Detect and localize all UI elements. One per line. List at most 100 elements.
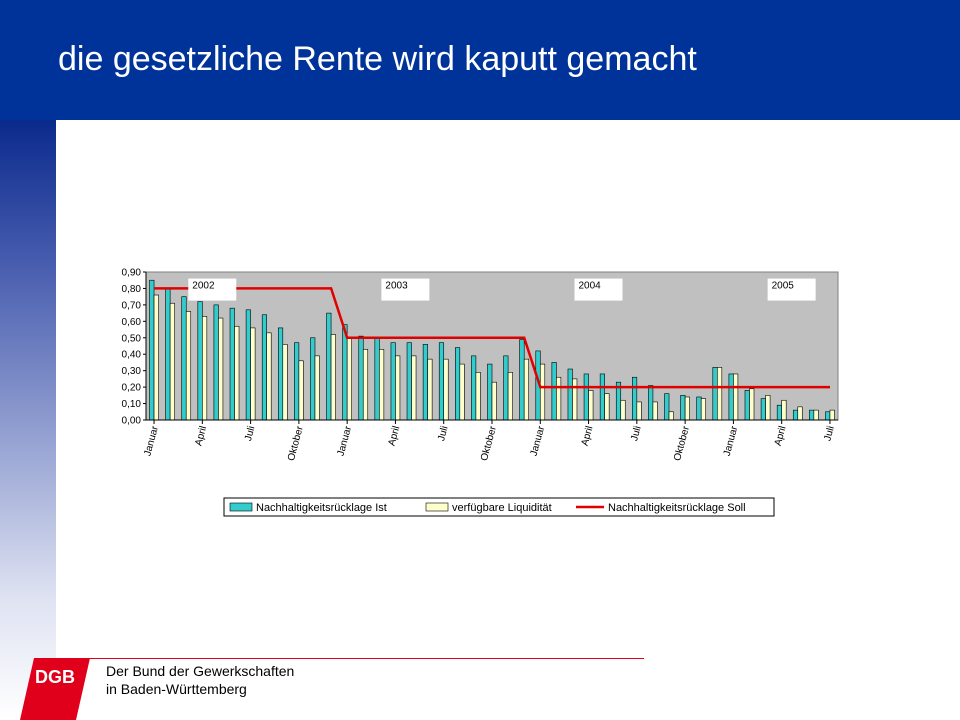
- bar-ist: [277, 327, 284, 421]
- legend-label-liquiditaet: verfügbare Liquidität: [452, 502, 552, 514]
- year-label-box: [188, 278, 237, 301]
- bar-liquiditaet: [765, 395, 771, 421]
- bar-liquiditaet: [797, 406, 803, 421]
- legend-swatch-ist: [229, 502, 253, 512]
- bar-liquiditaet: [459, 363, 465, 421]
- bar-ist: [165, 288, 171, 421]
- organization-name: Der Bund der Gewerkschaften in Baden-Wür…: [106, 662, 294, 698]
- year-label: 2004: [579, 281, 602, 292]
- bar-ist: [358, 335, 364, 421]
- legend-label-ist: Nachhaltigkeitsrücklage Ist: [256, 502, 387, 514]
- dgb-logo: DGB: [20, 658, 90, 720]
- bar-ist: [825, 411, 831, 421]
- bar-ist: [149, 279, 155, 421]
- sidebar-gradient: [0, 120, 56, 720]
- bar-ist: [487, 363, 493, 421]
- bar-liquiditaet: [443, 358, 449, 421]
- bar-liquiditaet: [314, 355, 320, 421]
- bar-liquiditaet: [346, 337, 352, 421]
- bar-ist: [503, 355, 509, 421]
- bar-ist: [197, 301, 203, 421]
- bar-ist: [551, 362, 557, 421]
- line-soll: [154, 287, 830, 389]
- bar-liquiditaet: [813, 409, 819, 421]
- y-tick-label: 0,20: [122, 383, 142, 394]
- y-tick-label: 0,90: [122, 268, 142, 279]
- x-tick-label: April: [773, 425, 789, 447]
- year-label-box: [381, 278, 430, 301]
- bar-ist: [760, 398, 766, 421]
- bar-liquiditaet: [829, 409, 835, 421]
- x-tick-label: Oktober: [672, 424, 692, 462]
- bar-ist: [374, 337, 380, 421]
- x-tick-label: Oktober: [286, 424, 306, 462]
- x-tick-label: April: [193, 425, 209, 447]
- y-tick-label: 0,80: [122, 284, 142, 295]
- bar-ist: [744, 390, 750, 421]
- y-tick-label: 0,60: [122, 317, 142, 328]
- bar-ist: [567, 368, 573, 421]
- year-label-box: [767, 278, 816, 301]
- x-tick-label: April: [580, 425, 596, 447]
- year-label: 2002: [192, 281, 215, 292]
- bar-liquiditaet: [379, 348, 385, 421]
- bar-ist: [294, 342, 300, 421]
- footer-line-2: in Baden-Württemberg: [106, 681, 247, 697]
- x-tick-label: Juli: [629, 425, 644, 442]
- y-tick-label: 0,00: [122, 416, 142, 427]
- bar-liquiditaet: [604, 393, 610, 421]
- bar-ist: [696, 396, 702, 421]
- bar-ist: [632, 376, 638, 421]
- bar-liquiditaet: [652, 401, 658, 421]
- bar-ist: [229, 307, 235, 421]
- year-label-box: [574, 278, 623, 301]
- bar-liquiditaet: [507, 372, 513, 421]
- bar-liquiditaet: [298, 360, 304, 421]
- bar-ist: [261, 314, 267, 421]
- bar-ist: [599, 373, 605, 421]
- bar-liquiditaet: [588, 390, 594, 421]
- bar-liquiditaet: [539, 363, 546, 421]
- bar-ist: [712, 367, 718, 421]
- bar-ist: [422, 344, 428, 421]
- year-label: 2003: [385, 281, 408, 292]
- legend-box: [223, 497, 775, 517]
- bar-liquiditaet: [330, 334, 336, 421]
- bar-ist: [664, 393, 670, 421]
- chart-svg: 0,00 0,10 0,20 0,30 0,40 0,50 0,60 0,70 0,80 0,90…: [122, 268, 839, 517]
- bar-liquiditaet: [556, 376, 562, 421]
- bar-ist: [406, 342, 412, 421]
- bar-liquiditaet: [620, 399, 626, 421]
- chart: 0,00 0,10 0,20 0,30 0,40 0,50 0,60 0,70 0,80 0,90…: [106, 262, 846, 522]
- bar-liquiditaet: [169, 302, 175, 421]
- page-title: die gesetzliche Rente wird kaputt gemach…: [58, 40, 697, 78]
- bar-liquiditaet: [491, 381, 497, 421]
- bar-liquiditaet: [250, 327, 256, 421]
- bar-liquiditaet: [684, 396, 690, 421]
- bar-liquiditaet: [572, 378, 578, 421]
- x-tick-label: Juli: [436, 425, 451, 442]
- y-tick-label: 0,40: [122, 350, 142, 361]
- bar-ist: [680, 395, 686, 421]
- footer-divider: [88, 658, 644, 659]
- x-tick-label: Januar: [529, 424, 548, 457]
- bar-liquiditaet: [700, 398, 707, 421]
- bar-liquiditaet: [668, 411, 674, 421]
- bar-ist: [648, 385, 654, 421]
- bar-ist: [809, 409, 815, 421]
- bar-ist: [245, 309, 251, 421]
- x-tick-label: Oktober: [479, 424, 499, 462]
- bar-liquiditaet: [395, 355, 401, 421]
- x-tick-label: Juli: [822, 425, 837, 442]
- bar-liquiditaet: [523, 358, 529, 421]
- logo-text: DGB: [35, 667, 75, 687]
- legend-label-soll: Nachhaltigkeitsrücklage Soll: [608, 502, 746, 514]
- bar-ist: [438, 342, 445, 421]
- bar-liquiditaet: [282, 344, 288, 421]
- bar-liquiditaet: [427, 358, 433, 421]
- bar-ist: [471, 355, 477, 421]
- bar-ist: [455, 347, 461, 421]
- bar-ist: [213, 304, 219, 421]
- bar-liquiditaet: [749, 388, 755, 421]
- bar-ist: [792, 409, 799, 421]
